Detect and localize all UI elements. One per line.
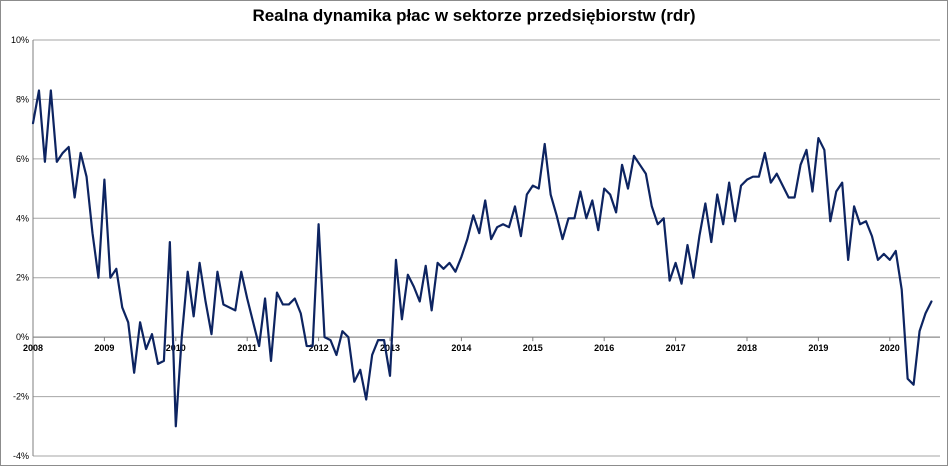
x-tick-label: 2020 bbox=[880, 343, 900, 353]
x-tick-label: 2018 bbox=[737, 343, 757, 353]
series-layer bbox=[31, 89, 933, 428]
x-tick-label: 2009 bbox=[94, 343, 114, 353]
y-tick-label: 8% bbox=[16, 94, 29, 104]
y-tick-label: 0% bbox=[16, 332, 29, 342]
chart-title: Realna dynamika płac w sektorze przedsię… bbox=[252, 6, 696, 25]
x-tick-label: 2017 bbox=[666, 343, 686, 353]
y-tick-label: 10% bbox=[11, 35, 29, 45]
y-tick-label: -4% bbox=[13, 451, 29, 461]
y-tick-label: 2% bbox=[16, 273, 29, 283]
y-tick-label: 4% bbox=[16, 213, 29, 223]
y-axis-tick-labels: -4% -2% 0% 2% 4% 6% 8% 10% bbox=[11, 35, 29, 461]
axes bbox=[32, 40, 940, 456]
x-tick-label: 2019 bbox=[808, 343, 828, 353]
x-tick-label: 2014 bbox=[451, 343, 471, 353]
x-tick-label: 2011 bbox=[237, 343, 257, 353]
x-axis-tick-labels: 2008 2009 2010 2011 2012 2013 2014 2015 2016 2017… bbox=[23, 343, 900, 353]
x-tick-label: 2010 bbox=[166, 343, 186, 353]
x-tick-label: 2015 bbox=[523, 343, 543, 353]
x-tick-label: 2013 bbox=[380, 343, 400, 353]
y-tick-label: -2% bbox=[13, 392, 29, 402]
x-tick-label: 2008 bbox=[23, 343, 43, 353]
y-tick-label: 6% bbox=[16, 154, 29, 164]
x-tick-label: 2012 bbox=[309, 343, 329, 353]
series-line bbox=[31, 89, 933, 428]
x-tick-label: 2016 bbox=[594, 343, 614, 353]
